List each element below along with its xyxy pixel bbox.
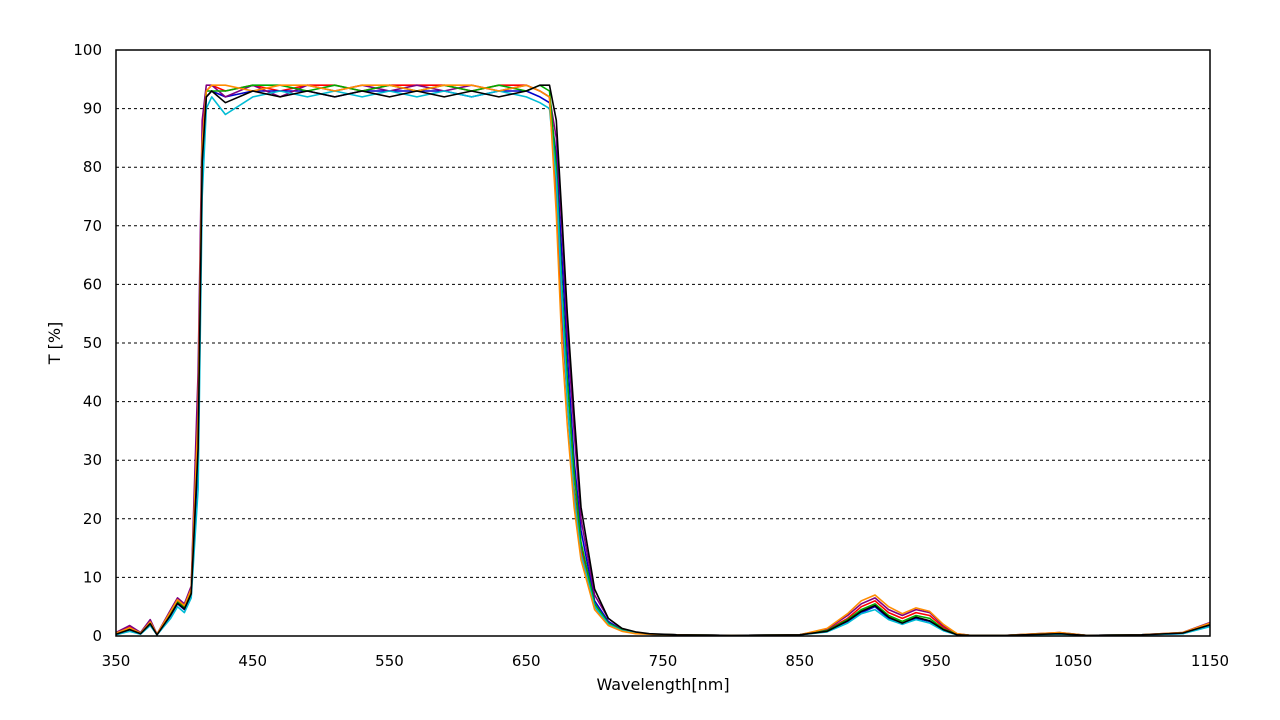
x-tick-label: 1150 [1191, 652, 1229, 670]
y-tick-label: 40 [83, 393, 102, 411]
y-tick-label: 10 [83, 568, 102, 586]
series-line [115, 84, 1211, 637]
y-tick-label: 90 [83, 100, 102, 118]
plot-frame [115, 49, 1211, 637]
x-tick-labels: 350 450 550 650 750 850 950 1050 1150 [102, 652, 1229, 670]
y-tick-label: 0 [92, 627, 102, 645]
x-tick-label: 750 [649, 652, 678, 670]
y-tick-label: 60 [83, 275, 102, 293]
series-group [115, 84, 1211, 637]
y-tick-label: 70 [83, 217, 102, 235]
x-tick-label: 1050 [1054, 652, 1092, 670]
y-tick-labels: 0 10 20 30 40 50 60 70 80 90 100 [73, 41, 102, 645]
y-tick-label: 80 [83, 158, 102, 176]
y-tick-label: 30 [83, 451, 102, 469]
y-axis-label: T [%] [45, 322, 64, 366]
grid-lines [116, 108, 1210, 578]
x-tick-label: 650 [512, 652, 541, 670]
x-tick-label: 550 [375, 652, 404, 670]
x-tick-label: 850 [785, 652, 814, 670]
y-tick-label: 50 [83, 334, 102, 352]
y-tick-label: 20 [83, 510, 102, 528]
x-tick-label: 450 [238, 652, 267, 670]
x-axis-label: Wavelength[nm] [596, 675, 729, 694]
x-tick-label: 350 [102, 652, 131, 670]
x-tick-label: 950 [922, 652, 951, 670]
y-tick-label: 100 [73, 41, 102, 59]
